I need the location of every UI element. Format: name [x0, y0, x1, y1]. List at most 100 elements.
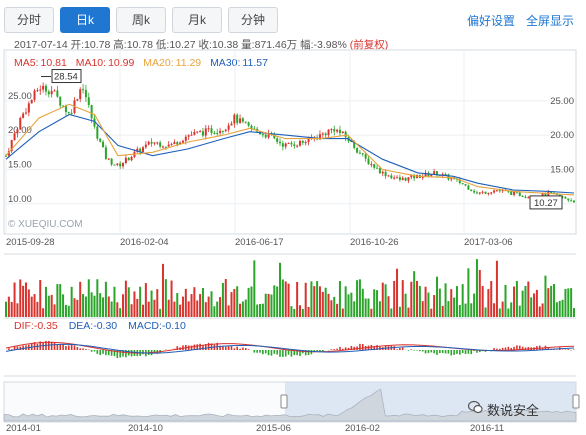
volume-bar: [550, 285, 553, 317]
volume-bar: [161, 263, 164, 317]
volume-bar: [327, 293, 330, 317]
macd-bar: [79, 348, 82, 350]
tab-monthly-k[interactable]: 月k: [172, 7, 222, 33]
macd-bar: [510, 347, 513, 350]
macd-bar: [453, 350, 455, 355]
info-date: 2017-07-14: [14, 39, 68, 51]
macd-bar: [407, 350, 410, 351]
candle-body: [64, 105, 67, 113]
volume-bar: [181, 296, 184, 317]
candle-body: [447, 174, 450, 180]
candle-body: [201, 131, 204, 136]
candle-body: [524, 196, 527, 198]
candle-body: [561, 196, 564, 198]
volume-bar: [261, 303, 264, 317]
candle-body: [541, 192, 544, 197]
candle-body: [250, 125, 253, 129]
candle-body: [435, 171, 438, 176]
volume-bar: [293, 308, 296, 317]
macd-bar: [330, 349, 333, 350]
macd-bar: [447, 350, 450, 354]
volume-bar: [441, 305, 444, 317]
candle-body: [493, 190, 496, 193]
fullscreen-link[interactable]: 全屏显示: [526, 14, 575, 28]
volume-bar: [304, 282, 307, 317]
volume-bar: [207, 296, 210, 317]
info-high: 10.78: [126, 39, 153, 51]
candle-body: [298, 140, 301, 146]
candle-body: [573, 200, 575, 203]
volume-bar: [555, 302, 558, 317]
volume-bar: [350, 292, 353, 317]
candle-body: [193, 131, 196, 135]
candle-body: [564, 196, 567, 199]
candle-body: [76, 99, 79, 101]
tab-daily-k[interactable]: 日k: [60, 7, 110, 33]
candle-body: [441, 173, 444, 176]
macd-bar: [204, 344, 207, 350]
macd-bar: [322, 350, 324, 353]
macd-bar: [521, 346, 524, 350]
y-tick-right-2: 25.00: [550, 96, 574, 107]
volume-bar: [416, 280, 419, 317]
info-low: 10.27: [169, 39, 196, 51]
candle-body: [444, 173, 447, 175]
tab-weekly-k[interactable]: 周k: [116, 7, 166, 33]
candle-body: [7, 151, 10, 156]
tab-intraday[interactable]: 分时: [4, 7, 54, 33]
candle-body: [273, 134, 276, 139]
info-change-label: 幅:: [300, 39, 314, 51]
macd-bar: [42, 342, 44, 350]
candle-body: [318, 134, 321, 140]
volume-bar: [87, 279, 90, 317]
candle-body: [424, 172, 427, 177]
volume-bar: [287, 283, 290, 317]
volume-bar: [24, 282, 27, 317]
candle-body: [142, 147, 145, 153]
candle-body: [161, 146, 164, 148]
volume-bar: [541, 303, 544, 317]
volume-bar: [307, 306, 310, 317]
y-tick-label-3: 25.00: [8, 91, 32, 102]
macd-bar: [430, 350, 433, 353]
candle-body: [104, 147, 107, 159]
macd-bar: [419, 350, 421, 352]
preferences-link[interactable]: 偏好设置: [467, 14, 516, 28]
macd-bar: [427, 350, 430, 354]
candle-body: [210, 128, 213, 133]
volume-bar: [284, 281, 287, 317]
candle-body: [82, 89, 85, 91]
macd-bar: [344, 347, 347, 350]
candle-body: [490, 192, 493, 194]
candle-body: [99, 138, 102, 142]
candle-body: [124, 157, 127, 163]
candle-body: [373, 164, 376, 168]
volume-bar: [487, 289, 490, 317]
volume-bar: [199, 294, 202, 317]
macd-bar: [524, 347, 527, 350]
candle-body: [110, 158, 113, 165]
ma10-label: MA10:: [75, 57, 107, 69]
candle-body: [33, 90, 36, 100]
volume-bar: [316, 281, 319, 317]
macd-bar: [70, 344, 73, 350]
volume-bar: [104, 281, 107, 317]
volume-bar: [150, 290, 153, 317]
candle-body: [167, 144, 170, 147]
volume-bar: [535, 289, 538, 317]
volume-bar: [438, 288, 441, 317]
candle-body: [507, 190, 510, 192]
tab-minute[interactable]: 分钟: [228, 7, 278, 33]
ohlc-info: 2017-07-14 开:10.78 高:10.78 低:10.27 收:10.…: [14, 37, 388, 52]
macd-bar: [516, 345, 518, 350]
candle-body: [321, 133, 324, 135]
volume-bar: [498, 308, 501, 317]
volume-bar: [573, 308, 575, 317]
macd-bar: [498, 348, 501, 350]
volume-bar: [170, 280, 173, 317]
volume-bar: [176, 293, 179, 317]
candle-body: [267, 133, 270, 138]
macd-bar: [102, 350, 104, 354]
volume-bar: [433, 295, 436, 317]
macd-bar: [421, 350, 424, 352]
